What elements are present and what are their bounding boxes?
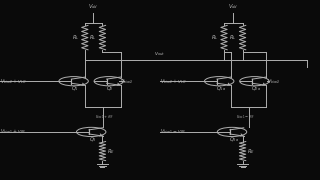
- Text: $R_E$: $R_E$: [107, 147, 115, 156]
- Text: $I_{bias1}+i_{RF}$: $I_{bias1}+i_{RF}$: [95, 114, 114, 121]
- Text: $V_{bias2}$: $V_{bias2}$: [120, 77, 133, 86]
- Text: $Q_{3a}$: $Q_{3a}$: [228, 135, 238, 144]
- Text: $V_{bias2}$: $V_{bias2}$: [267, 77, 281, 86]
- Text: $Q_1$: $Q_1$: [71, 84, 79, 93]
- Text: $V_{dd}$: $V_{dd}$: [88, 2, 99, 11]
- Text: $Q_3$: $Q_3$: [89, 135, 97, 144]
- Text: $Q_2$: $Q_2$: [107, 84, 114, 93]
- Text: $I_{bias1}-i_{RF}$: $I_{bias1}-i_{RF}$: [236, 114, 254, 121]
- Text: $R_L$: $R_L$: [229, 33, 237, 42]
- Text: $V_{bias2}+v_{LO}$: $V_{bias2}+v_{LO}$: [0, 77, 27, 86]
- Text: $v_{out}$: $v_{out}$: [154, 50, 166, 58]
- Text: $R_L$: $R_L$: [211, 33, 218, 42]
- Text: $V_{dd}$: $V_{dd}$: [228, 2, 238, 11]
- Text: $Q_{1a}$: $Q_{1a}$: [216, 84, 226, 93]
- Text: $R_L$: $R_L$: [72, 33, 79, 42]
- Text: $R_E$: $R_E$: [247, 147, 255, 156]
- Text: $V_{bias1}-v_{RF}$: $V_{bias1}-v_{RF}$: [160, 127, 187, 136]
- Text: $V_{bias2}+v_{LO}$: $V_{bias2}+v_{LO}$: [160, 77, 187, 86]
- Text: $V_{bias1}+v_{RF}$: $V_{bias1}+v_{RF}$: [0, 127, 27, 136]
- Text: $Q_{2a}$: $Q_{2a}$: [251, 84, 261, 93]
- Text: $R_L$: $R_L$: [89, 33, 97, 42]
